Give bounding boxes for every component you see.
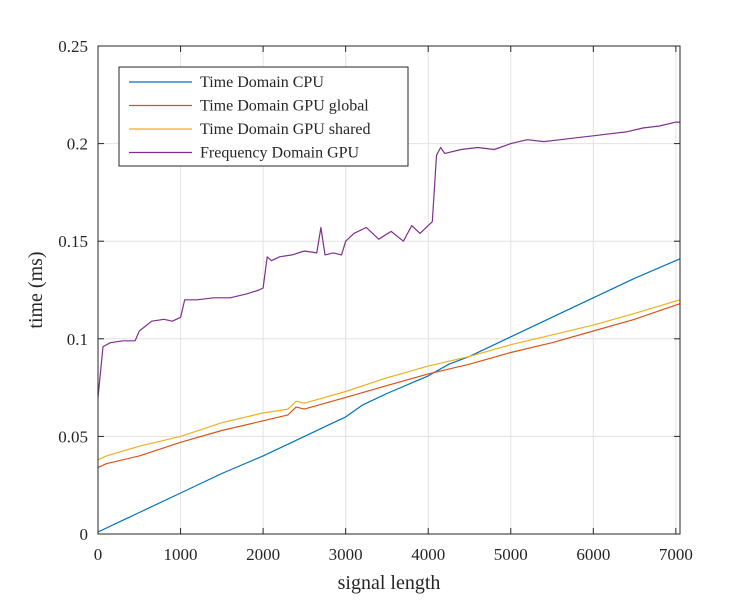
y-tick-label: 0.05 [58,427,88,446]
x-axis-label: signal length [338,572,441,594]
y-tick-label: 0 [80,525,89,544]
x-tick-label: 3000 [329,545,363,564]
x-tick-label: 2000 [246,545,280,564]
x-tick-label: 1000 [164,545,198,564]
legend-label: Time Domain GPU global [200,98,369,115]
x-tick-label: 5000 [494,545,528,564]
series-line-1 [97,258,681,533]
x-tick-label: 4000 [411,545,445,564]
x-tick-label: 0 [94,545,103,564]
axis-ticks: 0 1000 2000 3000 4000 5000 6000 7000 0 0.05 0.1 0.1… [58,37,693,564]
legend-label: Time Domain CPU [200,74,324,91]
x-tick-label: 7000 [659,545,693,564]
series-line-2 [97,303,681,469]
series-line-3 [97,299,681,461]
legend: Time Domain CPU Time Domain GPU global Tim… [118,66,409,167]
x-tick-label: 6000 [576,545,610,564]
y-tick-label: 0.2 [67,135,88,154]
y-tick-label: 0.15 [58,232,88,251]
y-tick-label: 0.25 [58,37,88,56]
y-axis-label: time (ms) [25,251,47,328]
legend-label: Frequency Domain GPU [200,145,360,162]
y-tick-label: 0.1 [67,330,88,349]
plot-frame [97,45,681,535]
series-layer [97,121,681,533]
series-line-4 [97,121,680,398]
legend-label: Time Domain GPU shared [200,121,371,138]
legend-box [118,66,409,167]
